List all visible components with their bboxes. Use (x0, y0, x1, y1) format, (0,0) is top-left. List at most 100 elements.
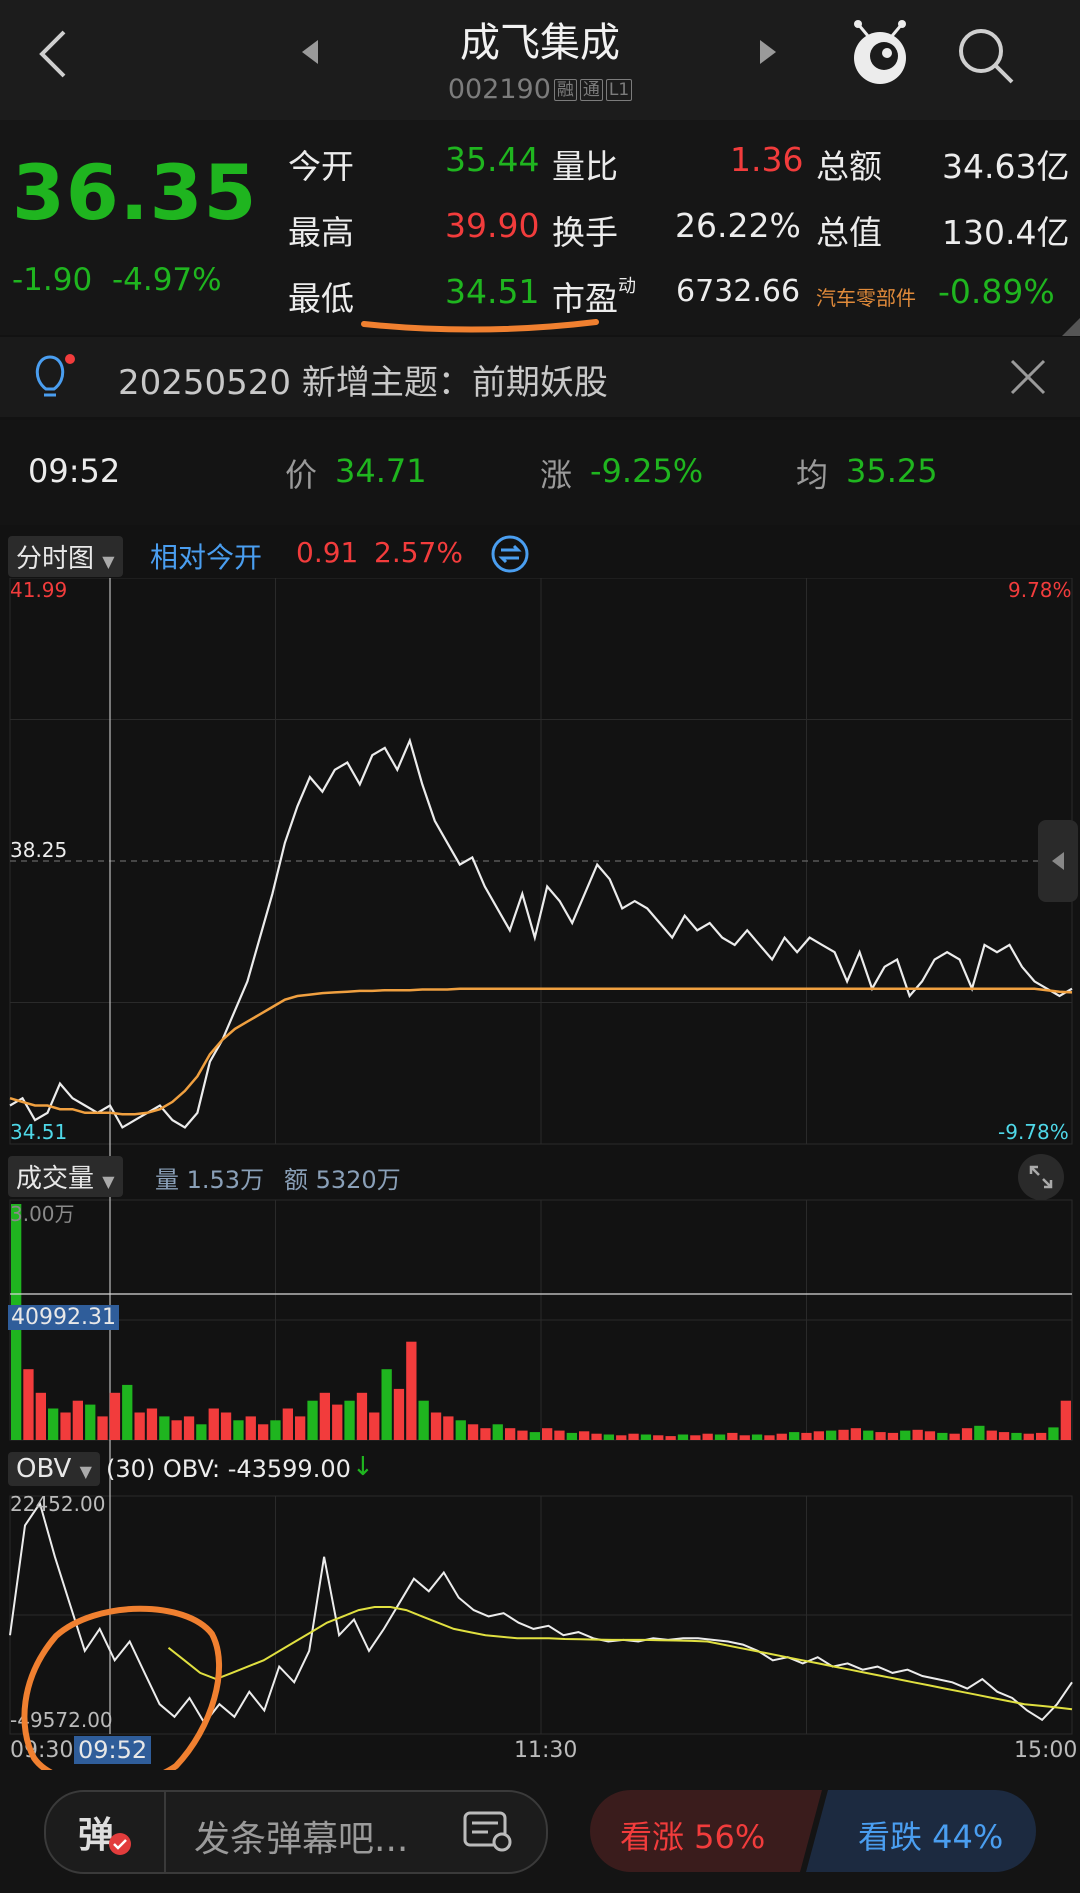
time-axis-crosshair: 09:52 (74, 1736, 152, 1764)
volume-bar (443, 1416, 454, 1440)
volume-bar (640, 1434, 652, 1440)
volume-bar (344, 1400, 355, 1440)
market-cap-label: 总值 (816, 213, 882, 252)
volume-axis-top: 3.00万 (10, 1202, 75, 1226)
market-cap-value: 130.4亿 (942, 213, 1070, 252)
volume-bar (319, 1392, 330, 1440)
pct-axis-top: 9.78% (1008, 578, 1072, 602)
volume-bar (467, 1424, 479, 1440)
volume-crosshair-value: 40992.31 (8, 1305, 119, 1330)
volume-bar (233, 1420, 244, 1440)
volume-bar (517, 1430, 528, 1440)
volume-bar (653, 1435, 664, 1440)
amount-value: 额 5320万 (284, 1166, 401, 1194)
volume-bar (863, 1430, 874, 1440)
sentiment-bar (590, 1790, 1036, 1872)
volume-bar (220, 1412, 232, 1440)
volume-bar (986, 1430, 997, 1440)
expand-icon (1029, 1165, 1053, 1189)
volume-bar (764, 1435, 775, 1440)
volume-bar (974, 1425, 985, 1440)
change-percent: -4.97% (111, 262, 222, 298)
volume-bar (393, 1388, 405, 1440)
volume-bar (961, 1428, 973, 1440)
relative-open-label[interactable]: 相对今开 (150, 541, 263, 574)
crosshair-time: 09:52 (28, 452, 121, 490)
volume-bar (924, 1431, 936, 1440)
volume-bar (714, 1434, 726, 1440)
volume-bar (665, 1436, 676, 1440)
chart-toolbar: 分时图 ▼ 相对今开 0.91 2.57% (0, 530, 1080, 580)
volume-bar (134, 1412, 145, 1440)
pe-value: 6732.66 (676, 274, 801, 309)
volume-bar (35, 1392, 46, 1440)
quote-panel (0, 120, 1080, 335)
expand-button[interactable] (1018, 1154, 1064, 1200)
volume-bar (937, 1432, 948, 1440)
connect-tag: 通 (579, 79, 603, 101)
obv-ma-line (167, 1606, 1073, 1711)
relative-open-percent: 2.57% (374, 536, 463, 569)
volume-bar (875, 1432, 886, 1440)
volume-bar (677, 1434, 689, 1440)
obv-mode-dropdown[interactable]: OBV ▼ (8, 1452, 100, 1486)
volume-bar (356, 1392, 368, 1440)
volume-bar (109, 1392, 121, 1440)
volume-bar (480, 1428, 491, 1440)
price-axis-bottom: 34.51 (10, 1120, 68, 1144)
next-stock-icon[interactable] (758, 38, 780, 66)
side-panel-handle[interactable] (1038, 820, 1078, 902)
pct-axis-bottom: -9.78% (998, 1120, 1069, 1144)
volume-bar (912, 1429, 923, 1440)
volume-bar (455, 1420, 466, 1440)
volume-bar (97, 1416, 108, 1440)
volume-bar (566, 1432, 577, 1440)
volume-mode-dropdown[interactable]: 成交量 ▼ (8, 1156, 123, 1197)
obv-panel (9, 1501, 1073, 1725)
crosshair-avg-label: 均 (796, 456, 829, 494)
stock-name: 成飞集成 (460, 20, 620, 66)
volume-bar (282, 1408, 293, 1440)
theme-notice-bar[interactable]: 20250520 新增主题：前期妖股 (0, 337, 1080, 417)
volume-bar (48, 1408, 59, 1440)
danmu-placeholder[interactable]: 发条弹幕吧... (194, 1819, 409, 1860)
pe-label: 市盈动 (552, 276, 636, 318)
volume-bar (998, 1432, 1010, 1440)
bearish-button[interactable]: 看跌 44% (858, 1818, 1004, 1856)
volume-bar (122, 1384, 133, 1440)
obv-axis-top: 22452.00 (10, 1492, 106, 1516)
prev-stock-icon[interactable] (298, 38, 320, 66)
obv-trend-arrow: ↓ (352, 1452, 374, 1482)
close-icon[interactable] (1010, 359, 1046, 395)
obv-label: (30) OBV: -43599.00 (106, 1455, 351, 1483)
volume-bar (196, 1424, 207, 1440)
volume-bar (418, 1400, 429, 1440)
volume-bar (23, 1369, 34, 1440)
chart-grid (9, 578, 1073, 1735)
volume-bar (826, 1430, 837, 1440)
search-icon[interactable] (956, 26, 1016, 86)
volume-bar (369, 1412, 380, 1440)
swap-icon[interactable] (490, 534, 530, 574)
time-axis-start: 09:30 (10, 1738, 74, 1763)
price-change: -1.90 -4.97% (12, 262, 222, 298)
time-axis-mid: 11:30 (514, 1738, 578, 1763)
price-axis-mid: 38.25 (10, 838, 68, 862)
volume-bar (430, 1412, 442, 1440)
danmu-settings-icon[interactable] (462, 1810, 514, 1854)
turnover-amount-label: 总额 (816, 147, 882, 186)
chart-mode-dropdown[interactable]: 分时图 ▼ (8, 536, 123, 577)
mascot-icon[interactable] (848, 18, 912, 88)
change-amount: -1.90 (12, 262, 93, 298)
price-line (9, 737, 1073, 1129)
volume-bar (270, 1420, 281, 1440)
bullish-button[interactable]: 看涨 56% (620, 1818, 766, 1856)
volume-bar (949, 1433, 960, 1440)
danmu-toggle[interactable]: 弹 (46, 1792, 166, 1872)
back-arrow-icon[interactable] (38, 28, 68, 80)
volume-bar (838, 1429, 849, 1440)
volume-bar (579, 1431, 590, 1440)
volume-bar (1048, 1427, 1059, 1440)
sector-label[interactable]: 汽车零部件 (816, 286, 916, 310)
volume-ratio-label: 量比 (552, 147, 618, 186)
